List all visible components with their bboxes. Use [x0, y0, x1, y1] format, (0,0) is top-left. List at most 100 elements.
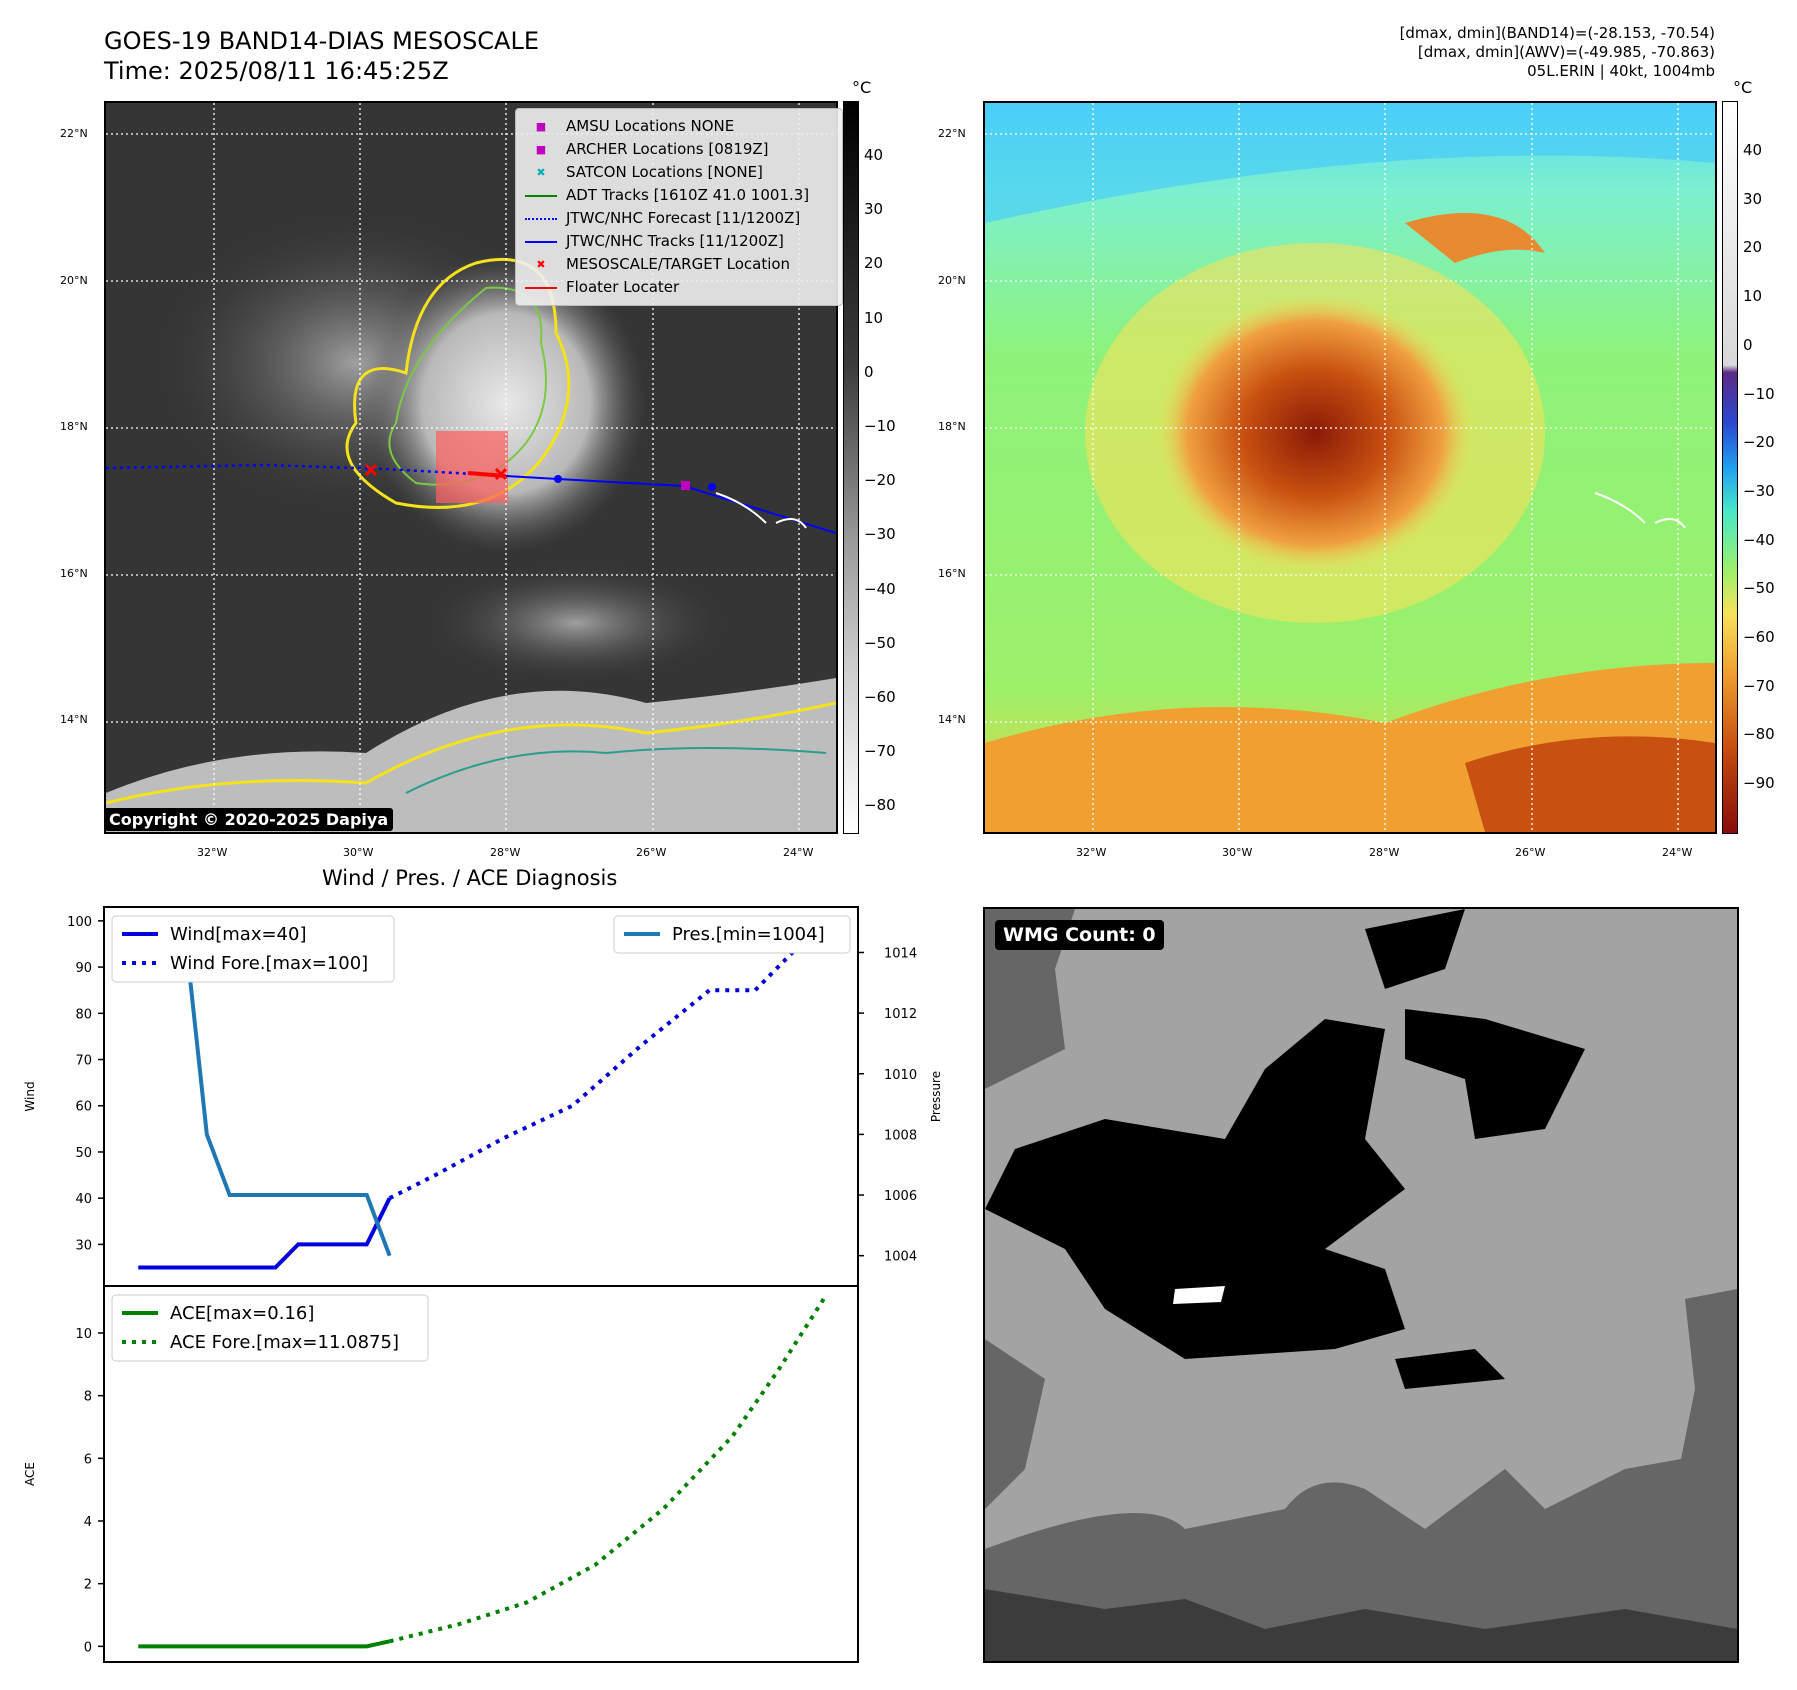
map-legend-label: JTWC/NHC Tracks [11/1200Z]	[566, 232, 784, 250]
lon-label: 28°W	[1369, 846, 1400, 859]
map-legend-label: SATCON Locations [NONE]	[566, 163, 763, 181]
ir-map-svg	[106, 103, 836, 832]
map-legend: ■ AMSU Locations NONE ■ ARCHER Locations [0…	[515, 108, 843, 306]
jtwc-best-track	[505, 475, 836, 534]
legend-label: Pres.[min=1004]	[672, 924, 825, 945]
lon-label: 30°W	[1222, 846, 1253, 859]
map-legend-label: AMSU Locations NONE	[566, 117, 735, 135]
southern-band-core	[1465, 736, 1715, 832]
map-legend-item: JTWC/NHC Forecast [11/1200Z]	[524, 207, 834, 230]
legend-label: Wind[max=40]	[170, 924, 307, 945]
y-tick-label: 4	[84, 1515, 92, 1530]
lon-label: 26°W	[636, 846, 667, 859]
y-axis-label: Wind	[23, 1081, 37, 1111]
lat-label: 16°N	[60, 567, 88, 580]
series-line	[138, 1639, 391, 1649]
wmg-region-dark	[985, 909, 1075, 1089]
lon-label: 24°W	[783, 846, 814, 859]
y-tick-label: 100	[67, 915, 92, 930]
colorbar-tick-label: 20	[864, 254, 884, 273]
y-axis-label: ACE	[23, 1462, 37, 1486]
y-tick-label: 40	[75, 1192, 92, 1207]
left-colorbar	[843, 101, 859, 834]
map-legend-label: JTWC/NHC Forecast [11/1200Z]	[566, 209, 801, 227]
line-marker-icon	[524, 217, 558, 220]
wind-pressure-chart: 30 40 50 60 70 80 90 100 Wind 1004 1006 1008 1010 101…	[23, 906, 943, 1287]
y-right-tick-label: 1012	[884, 1007, 917, 1022]
line-marker-icon	[524, 240, 558, 243]
colorbar-tick-label: −90	[1743, 774, 1775, 793]
colorbar-tick-label: −30	[864, 525, 896, 544]
title-line-1: GOES-19 BAND14-DIAS MESOSCALE	[104, 27, 540, 55]
map-legend-label: Floater Locater	[566, 278, 680, 296]
right-colorbar-unit: °C	[1733, 78, 1753, 97]
series-line	[138, 1197, 392, 1270]
colorbar-tick-label: −40	[1743, 530, 1775, 549]
wmg-classification-panel	[983, 907, 1739, 1663]
cloud-mass	[426, 563, 726, 683]
square-marker-icon: ■	[535, 120, 547, 133]
wmg-warm-spot	[1173, 1286, 1225, 1304]
legend-label: ACE Fore.[max=11.0875]	[170, 1332, 399, 1353]
colorbar-tick-label: 20	[1743, 238, 1763, 257]
map-legend-item: JTWC/NHC Tracks [11/1200Z]	[524, 230, 834, 253]
colorbar-tick-label: 30	[864, 200, 884, 219]
x-marker-icon: ✖	[536, 166, 546, 179]
lon-label: 28°W	[490, 846, 521, 859]
map-gridlines	[985, 103, 1715, 832]
map-legend-item: ✖ SATCON Locations [NONE]	[524, 161, 834, 184]
colorbar-tick-label: −70	[864, 742, 896, 761]
colorbar-tick-label: 10	[1743, 287, 1763, 306]
y-tick-label: 6	[84, 1452, 92, 1467]
lon-label: 32°W	[1076, 846, 1107, 859]
colorbar-tick-label: 40	[1743, 141, 1763, 159]
lon-label: 26°W	[1515, 846, 1546, 859]
map-legend-item: ■ AMSU Locations NONE	[524, 115, 834, 138]
legend-label: ACE[max=0.16]	[170, 1303, 314, 1324]
legend-label: Wind Fore.[max=100]	[170, 953, 368, 974]
wmg-svg	[985, 909, 1737, 1661]
ace-chart: 0 2 4 6 8 10 ACE ACE[max=0.16] ACE Fore.[max=11.…	[23, 1285, 859, 1663]
colorbar-tick-label: −80	[1743, 725, 1775, 744]
colorbar-tick-label: −70	[1743, 676, 1775, 695]
map-legend-item: Floater Locater	[524, 276, 834, 299]
figure-title: GOES-19 BAND14-DIAS MESOSCALE Time: 2025…	[104, 26, 539, 86]
y-tick-label: 2	[84, 1578, 92, 1593]
map-legend-rows: ■ AMSU Locations NONE ■ ARCHER Locations [0…	[524, 115, 834, 299]
wmg-cold-cloud-region	[1405, 1009, 1585, 1139]
contour-yellow	[345, 257, 571, 509]
lon-label: 30°W	[343, 846, 374, 859]
lat-label: 14°N	[938, 713, 966, 726]
awv-map-svg	[985, 103, 1715, 832]
y-tick-label: 90	[75, 961, 92, 976]
wmg-cold-cloud-region	[1395, 1349, 1505, 1389]
chart-legend: Wind[max=40] Wind Fore.[max=100]	[111, 915, 395, 983]
x-marker-icon: ✖	[536, 258, 546, 271]
left-colorbar-unit: °C	[852, 78, 872, 97]
lat-label: 20°N	[60, 274, 88, 287]
map-legend-label: ADT Tracks [1610Z 41.0 1001.3]	[566, 186, 810, 204]
line-marker-icon	[524, 194, 558, 197]
colorbar-tick-label: −20	[1743, 433, 1775, 452]
colorbar-tick-label: −60	[864, 688, 896, 706]
legend-frame	[111, 915, 395, 983]
diagnosis-chart-title: Wind / Pres. / ACE Diagnosis	[322, 866, 618, 890]
title-line-2: Time: 2025/08/11 16:45:25Z	[104, 57, 449, 85]
y-tick-label: 10	[75, 1327, 92, 1342]
colorbar-tick-label: 30	[1743, 189, 1763, 208]
lat-label: 18°N	[938, 420, 966, 433]
map-legend-item: ■ ARCHER Locations [0819Z]	[524, 138, 834, 161]
plot-frame	[103, 1285, 859, 1663]
right-colorbar	[1722, 101, 1738, 834]
y-right-tick-label: 1006	[884, 1189, 917, 1204]
floater-locater-box	[436, 431, 508, 503]
map-legend-label: ARCHER Locations [0819Z]	[566, 140, 769, 158]
target-location-marker	[364, 463, 508, 481]
wmg-cold-cloud-region	[1365, 909, 1465, 989]
wmg-count-label: WMG Count: 0	[995, 920, 1164, 950]
lat-label: 20°N	[938, 274, 966, 287]
colorbar-tick-label: 0	[864, 362, 874, 381]
y-tick-label: 30	[75, 1238, 92, 1253]
chart-legend: Pres.[min=1004]	[613, 915, 851, 954]
stats-line-1: [dmax, dmin](BAND14)=(-28.153, -70.54)	[1399, 24, 1715, 42]
